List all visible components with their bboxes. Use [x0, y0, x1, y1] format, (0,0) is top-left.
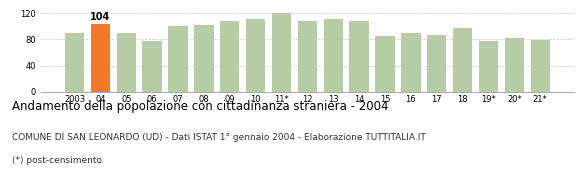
Bar: [505, 38, 524, 92]
Bar: [117, 33, 136, 92]
Bar: [194, 25, 213, 92]
Text: COMUNE DI SAN LEONARDO (UD) - Dati ISTAT 1° gennaio 2004 - Elaborazione TUTTITAL: COMUNE DI SAN LEONARDO (UD) - Dati ISTAT…: [12, 133, 425, 142]
Bar: [143, 41, 162, 92]
Bar: [90, 24, 110, 92]
Text: (*) post-censimento: (*) post-censimento: [12, 156, 102, 165]
Bar: [531, 40, 550, 92]
Bar: [298, 21, 317, 92]
Bar: [375, 36, 395, 92]
Text: 104: 104: [90, 12, 111, 22]
Bar: [453, 28, 472, 92]
Bar: [168, 26, 188, 92]
Bar: [349, 21, 369, 92]
Bar: [246, 19, 266, 92]
Bar: [401, 33, 420, 92]
Text: Andamento della popolazione con cittadinanza straniera - 2004: Andamento della popolazione con cittadin…: [12, 100, 388, 113]
Bar: [65, 33, 84, 92]
Bar: [427, 35, 447, 92]
Bar: [479, 41, 498, 92]
Bar: [220, 21, 240, 92]
Bar: [324, 19, 343, 92]
Bar: [272, 13, 291, 92]
